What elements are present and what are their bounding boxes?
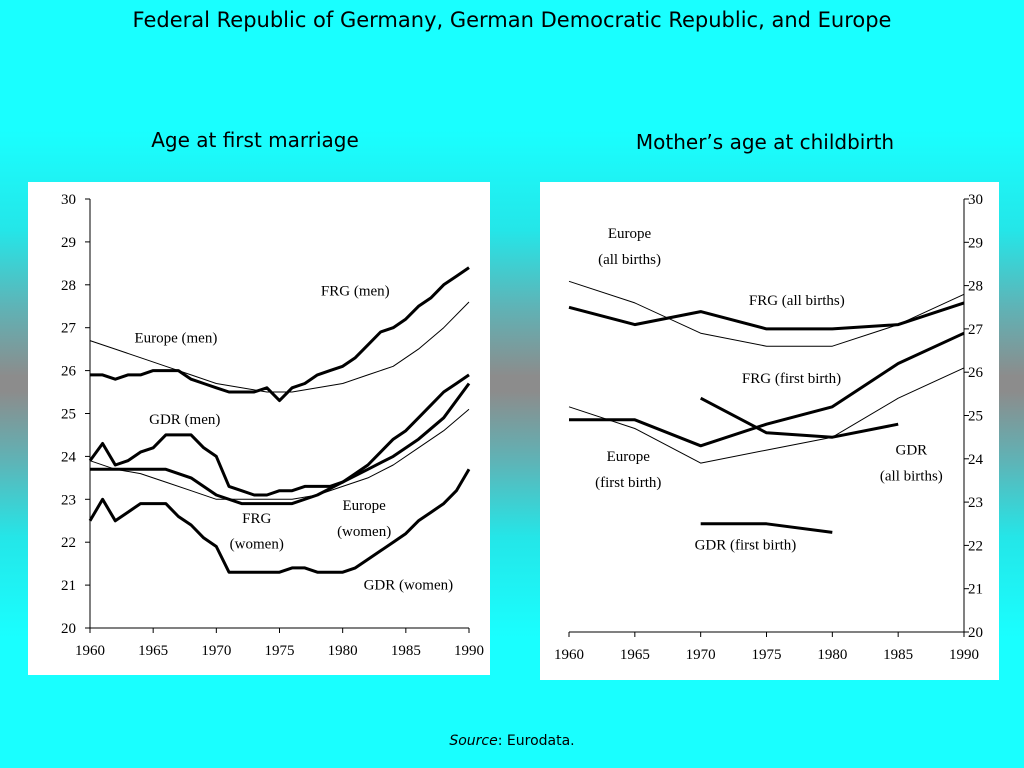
childbirth-y-tick-label: 23 (968, 495, 983, 511)
page-title: Federal Republic of Germany, German Demo… (132, 8, 892, 32)
childbirth-chart: 20 21 22 23 24 25 26 27 28 29 30 1960 1965 1970 1975 19… (554, 192, 984, 663)
marriage-x-tick-label: 1980 (328, 643, 358, 659)
marriage-series-gdr-women (88, 468, 471, 574)
source-label: Source (449, 733, 498, 749)
childbirth-y-tick-label: 21 (968, 582, 983, 598)
marriage-y-tick-label: 20 (61, 621, 76, 637)
marriage-y-tick-label: 24 (61, 449, 77, 465)
marriage-x-tick-label: 1965 (138, 643, 168, 659)
childbirth-series-europe-first-birth (568, 367, 965, 464)
marriage-x-tick-label: 1985 (391, 643, 421, 659)
marriage-label-women: (women) (230, 537, 284, 553)
childbirth-y-tick-label: 22 (968, 538, 983, 554)
marriage-x-tick-label: 1990 (454, 643, 484, 659)
childbirth-x-tick-label: 1980 (817, 647, 847, 663)
childbirth-label-first-birth: (first birth) (595, 475, 661, 491)
childbirth-x-tick-label: 1990 (949, 647, 979, 663)
childbirth-series-europe-all-births (568, 280, 965, 347)
childbirth-y-tick-label: 25 (968, 409, 983, 425)
childbirth-y-tick-label: 24 (968, 452, 984, 468)
childbirth-x-tick-label: 1965 (620, 647, 650, 663)
childbirth-x-tick-label: 1970 (686, 647, 716, 663)
source-text: : Eurodata. (497, 733, 575, 749)
marriage-y-tick-label: 28 (61, 278, 76, 294)
marriage-x-tick-label: 1970 (201, 643, 231, 659)
childbirth-label-all-births: (all births) (880, 468, 943, 484)
marriage-series-frg-men (90, 266, 470, 403)
marriage-series-frg-women (90, 382, 471, 506)
marriage-series-gdr-men (88, 373, 470, 497)
childbirth-chart-panel: 20 21 22 23 24 25 26 27 28 29 30 1960 1965 1970 1975 19… (540, 182, 999, 680)
childbirth-label-europe: Europe (608, 226, 652, 242)
childbirth-label-europe: Europe (607, 449, 651, 465)
marriage-label-gdr-women: GDR (women) (364, 577, 454, 593)
marriage-y-tick-label: 26 (61, 364, 77, 380)
childbirth-label-all-births: (all births) (598, 252, 661, 268)
childbirth-chart-title: Mother’s age at childbirth (635, 130, 895, 154)
childbirth-y-tick-label: 30 (968, 192, 983, 208)
childbirth-x-tick-label: 1975 (752, 647, 782, 663)
source-note: Source: Eurodata. (0, 733, 1024, 749)
marriage-y-tick-label: 21 (61, 578, 76, 594)
childbirth-series-gdr-all-births (700, 396, 899, 439)
childbirth-label-gdr-first-birth: GDR (first birth) (695, 538, 797, 554)
childbirth-y-tick-label: 28 (968, 279, 983, 295)
childbirth-y-tick-label: 26 (968, 365, 984, 381)
marriage-label-europe-men: Europe (men) (134, 331, 217, 347)
marriage-y-tick-label: 29 (61, 235, 76, 251)
marriage-y-tick-label: 23 (61, 492, 76, 508)
marriage-series-europe-men (89, 301, 470, 393)
marriage-y-tick-label: 27 (61, 321, 77, 337)
marriage-label-women: (women) (337, 524, 391, 540)
childbirth-series-frg-first-birth (569, 331, 965, 448)
marriage-chart-title: Age at first marriage (151, 128, 359, 152)
marriage-x-tick-label: 1960 (75, 643, 105, 659)
marriage-label-europe: Europe (342, 498, 386, 514)
marriage-chart-panel: 20 21 22 23 24 25 26 27 28 29 30 1960 1965 1970 1975 19… (28, 182, 490, 675)
marriage-label-gdr-men: GDR (men) (149, 412, 220, 428)
marriage-label-frg-men: FRG (men) (321, 284, 390, 300)
childbirth-label-frg-first-birth: FRG (first birth) (742, 371, 841, 387)
marriage-chart: 20 21 22 23 24 25 26 27 28 29 30 1960 1965 1970 1975 19… (61, 192, 484, 659)
marriage-y-tick-label: 30 (61, 192, 76, 208)
marriage-label-frg: FRG (242, 511, 271, 527)
marriage-series-europe-women (89, 408, 470, 500)
childbirth-x-tick-label: 1985 (883, 647, 913, 663)
childbirth-y-tick-label: 29 (968, 235, 983, 251)
childbirth-x-tick-label: 1960 (554, 647, 584, 663)
childbirth-series-frg-all-births (568, 301, 965, 331)
childbirth-label-frg-all-births: FRG (all births) (749, 293, 845, 309)
childbirth-label-gdr: GDR (895, 442, 927, 458)
childbirth-series-gdr-first-birth (700, 522, 833, 534)
childbirth-y-tick-label: 20 (968, 625, 983, 641)
marriage-x-tick-label: 1975 (265, 643, 295, 659)
childbirth-y-tick-label: 27 (968, 322, 984, 338)
marriage-y-tick-label: 25 (61, 407, 76, 423)
marriage-y-tick-label: 22 (61, 535, 76, 551)
